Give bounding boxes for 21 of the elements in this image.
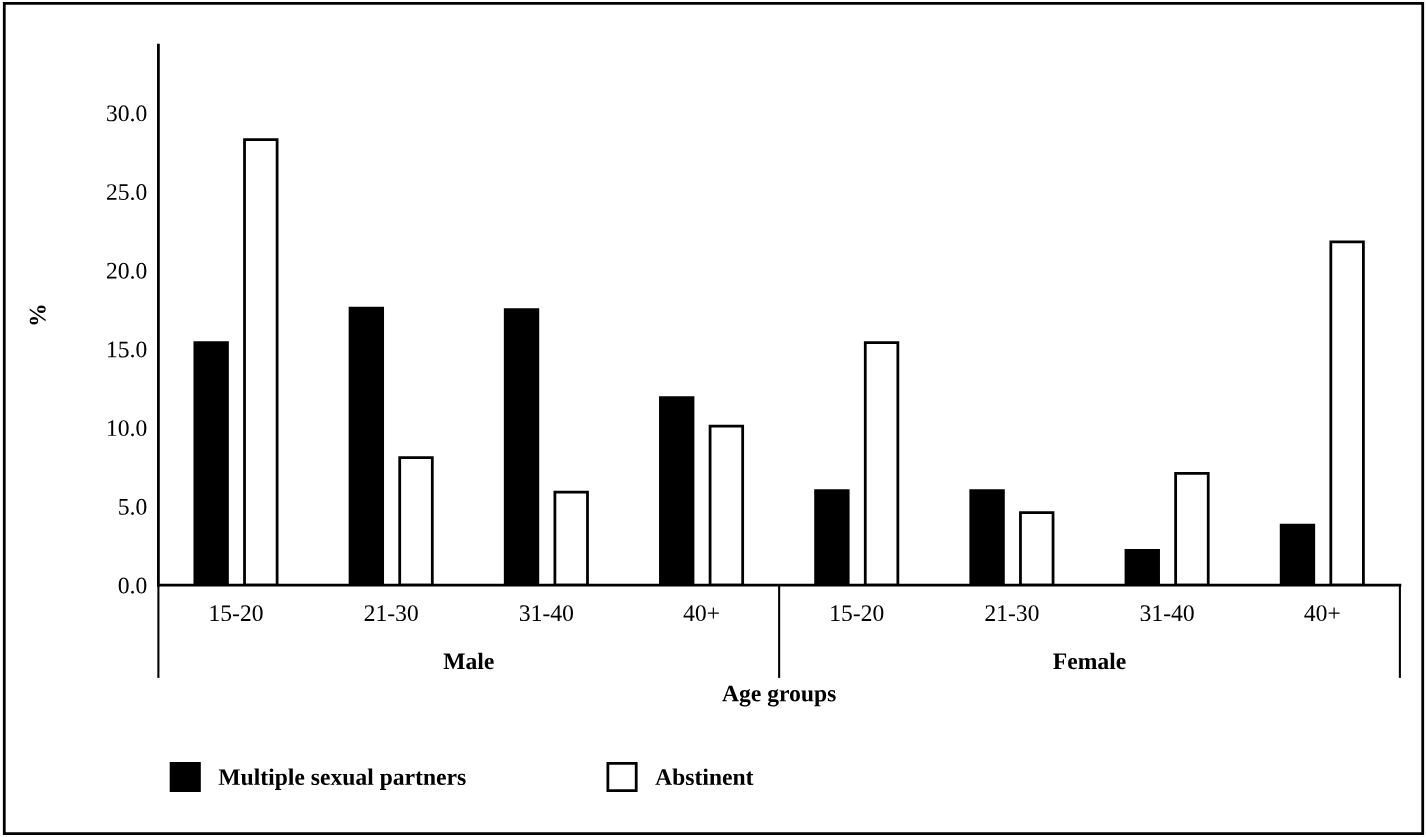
text: Male [443, 652, 494, 670]
x-tick-label: 31-40 [519, 605, 574, 622]
legend-label: Multiple sexual partners [218, 768, 466, 790]
x-tick-label: 40+ [683, 605, 719, 622]
text: Female [1053, 652, 1126, 670]
y-axis-title: % [29, 305, 46, 325]
y-tick-label: 25.0 [107, 184, 147, 201]
y-tick-label: 10.0 [108, 420, 147, 437]
x-axis-title: Age groups [722, 685, 836, 707]
y-tick-label: 0.0 [118, 577, 147, 594]
x-tick-label: 31-40 [1140, 605, 1194, 622]
y-tick-label: 20.0 [107, 262, 147, 279]
y-tick-label: 30.0 [107, 105, 147, 122]
x-tick-label: 40+ [1304, 605, 1340, 622]
y-tick-label: 15.0 [108, 341, 147, 358]
x-tick-label: 15-20 [831, 605, 884, 622]
x-tick-label: 15-20 [210, 605, 263, 622]
legend-label: Abstinent [655, 768, 754, 786]
x-tick-label: 21-30 [364, 605, 418, 622]
y-tick-label: 5.0 [119, 498, 147, 515]
x-tick-label: 21-30 [985, 605, 1039, 622]
